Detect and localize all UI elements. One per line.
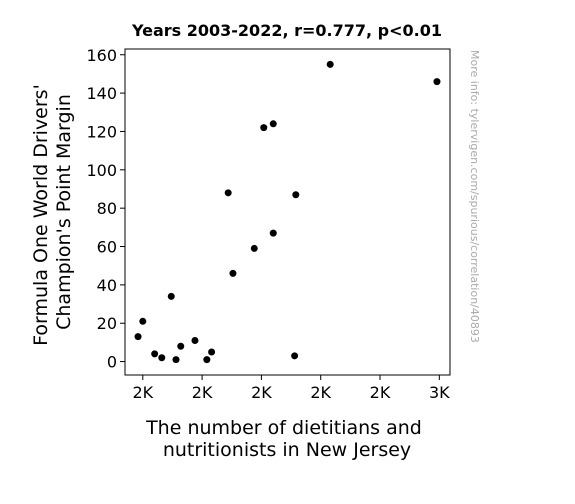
- x-axis-ticks: 2K 2K 2K 2K 2K 3K: [132, 375, 450, 402]
- data-point: [291, 352, 299, 360]
- x-axis-label: The number of dietitians and nutritionis…: [145, 417, 428, 461]
- data-point: [177, 342, 185, 350]
- data-point: [224, 189, 232, 197]
- data-point: [229, 269, 237, 277]
- y-tick-label: 120: [86, 122, 117, 141]
- y-axis-ticks: 0 20 40 60 80 100 120 140 160: [86, 46, 125, 372]
- data-point: [172, 356, 180, 364]
- y-axis-label-line-2: Champion's Point Margin: [53, 94, 75, 330]
- data-point: [326, 60, 334, 68]
- data-points: [134, 60, 441, 364]
- data-point: [151, 350, 159, 358]
- x-tick-label: 3K: [429, 383, 450, 402]
- watermark-text: More info: tylervigen.com/spurious/corre…: [468, 50, 481, 343]
- data-point: [433, 78, 441, 86]
- x-tick-label: 2K: [310, 383, 331, 402]
- data-point: [269, 229, 277, 237]
- y-axis-label-line-1: Formula One World Drivers': [30, 84, 52, 346]
- y-tick-label: 40: [97, 276, 117, 295]
- data-point: [158, 354, 166, 362]
- data-point: [139, 317, 147, 325]
- data-point: [203, 356, 211, 364]
- data-point: [260, 124, 268, 132]
- y-tick-label: 20: [97, 314, 117, 333]
- x-axis-label-line-2: nutritionists in New Jersey: [163, 439, 411, 461]
- data-point: [191, 336, 199, 344]
- data-point: [250, 244, 258, 252]
- data-point: [269, 120, 277, 128]
- x-tick-label: 2K: [370, 383, 391, 402]
- data-point: [134, 333, 142, 341]
- chart-title: Years 2003-2022, r=0.777, p<0.01: [131, 21, 442, 40]
- y-tick-label: 80: [97, 199, 117, 218]
- y-tick-label: 60: [97, 238, 117, 257]
- y-tick-label: 160: [86, 46, 117, 65]
- y-tick-label: 0: [107, 353, 117, 372]
- y-tick-label: 100: [86, 161, 117, 180]
- x-axis-label-line-1: The number of dietitians and: [145, 417, 422, 439]
- x-tick-label: 2K: [192, 383, 213, 402]
- y-axis-label: Formula One World Drivers' Champion's Po…: [30, 78, 75, 346]
- data-point: [292, 191, 300, 199]
- y-tick-label: 140: [86, 84, 117, 103]
- plot-area-frame: [124, 48, 451, 376]
- x-tick-label: 2K: [251, 383, 272, 402]
- x-tick-label: 2K: [132, 383, 153, 402]
- data-point: [167, 292, 175, 300]
- data-point: [208, 348, 216, 356]
